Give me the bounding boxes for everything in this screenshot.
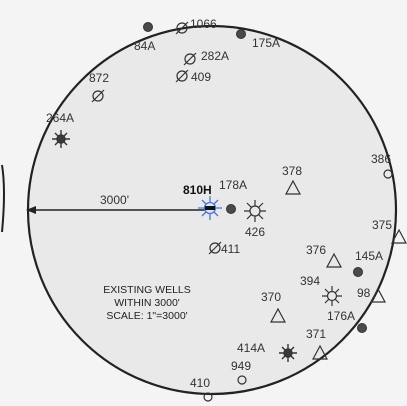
well-label-426: 426 [245, 225, 265, 239]
legend-line-1: EXISTING WELLS [103, 284, 191, 296]
well-label-98: 98 [357, 286, 371, 300]
radius-arrowhead [26, 206, 36, 214]
well-378-location-icon [284, 179, 302, 195]
radius-label: 3000' [100, 193, 129, 207]
well-label-282a: 282A [201, 49, 229, 63]
well-386-dry-icon [383, 169, 393, 179]
well-label-410: 410 [190, 376, 210, 390]
well-949-dry-icon [237, 375, 247, 385]
well-175a-oil-icon [236, 29, 246, 39]
well-370-location-icon [269, 307, 287, 323]
well-376-location-icon [325, 252, 343, 268]
well-label-394: 394 [300, 274, 320, 288]
well-label-84a: 84A [134, 39, 155, 53]
well-414a-oil-gas-icon [279, 344, 297, 362]
well-1066-plugged-icon [175, 21, 189, 35]
legend-line-2: WITHIN 3000' [114, 297, 180, 309]
well-282a-plugged-icon [183, 52, 197, 66]
well-375-location-icon [390, 228, 407, 244]
well-426-gas-icon [244, 200, 266, 222]
well-label-264a: 264A [46, 111, 74, 125]
well-label-376: 376 [306, 243, 326, 257]
well-label-371: 371 [306, 327, 326, 341]
well-label-1066: 1066 [190, 17, 217, 31]
well-178a-oil-icon [226, 204, 236, 214]
adjacent-circle-edge [1, 164, 5, 233]
well-label-178a: 178A [219, 178, 247, 192]
well-84a-oil-icon [143, 22, 153, 32]
subject-well-marker [205, 206, 215, 210]
well-371-location-icon [311, 344, 329, 360]
well-label-414a: 414A [237, 341, 265, 355]
well-410-dry-icon [203, 392, 213, 402]
well-label-175a: 175A [252, 36, 280, 50]
well-411-plugged-icon [208, 241, 222, 255]
well-872-plugged-icon [91, 89, 105, 103]
well-label-386: 386 [371, 152, 391, 166]
well-label-370: 370 [261, 290, 281, 304]
well-label-378: 378 [282, 164, 302, 178]
well-176a-oil-icon [357, 323, 367, 333]
well-label-810h: 810H [183, 183, 212, 197]
well-label-145a: 145A [355, 249, 383, 263]
well-label-375: 375 [372, 218, 392, 232]
well-label-872: 872 [89, 71, 109, 85]
well-145a-oil-icon [353, 267, 363, 277]
well-264a-oil-gas-icon [52, 130, 70, 148]
well-409-plugged-icon [175, 69, 189, 83]
well-98-location-icon [369, 287, 387, 303]
well-394-gas-icon [322, 286, 342, 306]
well-label-409: 409 [191, 70, 211, 84]
well-label-176a: 176A [327, 309, 355, 323]
legend-line-3: SCALE: 1"=3000' [106, 310, 187, 322]
well-label-411: 411 [221, 242, 240, 256]
well-label-949: 949 [231, 359, 251, 373]
